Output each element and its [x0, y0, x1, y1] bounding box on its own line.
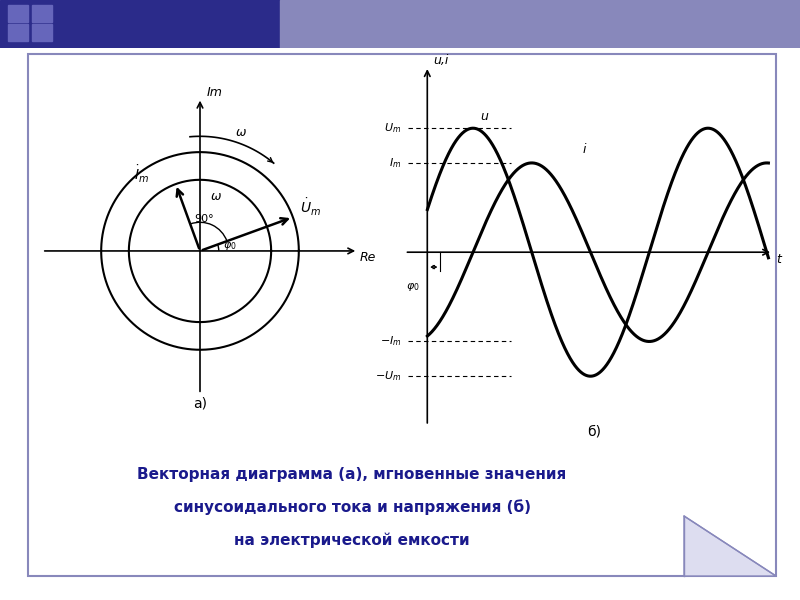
- Text: Re: Re: [360, 251, 377, 264]
- Bar: [0, 0, 280, 48]
- Bar: [280, 0, 800, 48]
- Text: $\dot{I}_m$: $\dot{I}_m$: [134, 163, 150, 185]
- Bar: [32, 24, 52, 41]
- Text: а): а): [193, 396, 207, 410]
- Text: i: i: [583, 143, 586, 156]
- Text: на электрической емкости: на электрической емкости: [234, 532, 470, 548]
- Text: Векторная диаграмма (а), мгновенные значения: Векторная диаграмма (а), мгновенные знач…: [138, 467, 566, 481]
- Polygon shape: [684, 516, 776, 576]
- Bar: [8, 5, 28, 22]
- Text: Im: Im: [207, 86, 222, 99]
- Text: $I_m$: $I_m$: [390, 156, 402, 170]
- Text: $U_m$: $U_m$: [384, 121, 402, 135]
- Text: 90°: 90°: [194, 214, 214, 224]
- Text: $-I_m$: $-I_m$: [380, 335, 402, 349]
- Text: синусоидального тока и напряжения (б): синусоидального тока и напряжения (б): [174, 499, 530, 515]
- Text: t: t: [776, 253, 781, 266]
- Text: $\omega$: $\omega$: [210, 190, 222, 203]
- Text: б): б): [587, 425, 601, 439]
- Text: $\dot{U}_m$: $\dot{U}_m$: [300, 196, 321, 218]
- FancyBboxPatch shape: [28, 54, 776, 576]
- Text: u,i: u,i: [434, 54, 449, 67]
- Text: $\varphi_0$: $\varphi_0$: [222, 240, 237, 252]
- Text: $-U_m$: $-U_m$: [375, 369, 402, 383]
- Bar: [32, 5, 52, 22]
- Text: $\omega$: $\omega$: [234, 126, 246, 139]
- Text: $\varphi_0$: $\varphi_0$: [406, 281, 420, 293]
- Text: u: u: [481, 110, 489, 122]
- Bar: [8, 24, 28, 41]
